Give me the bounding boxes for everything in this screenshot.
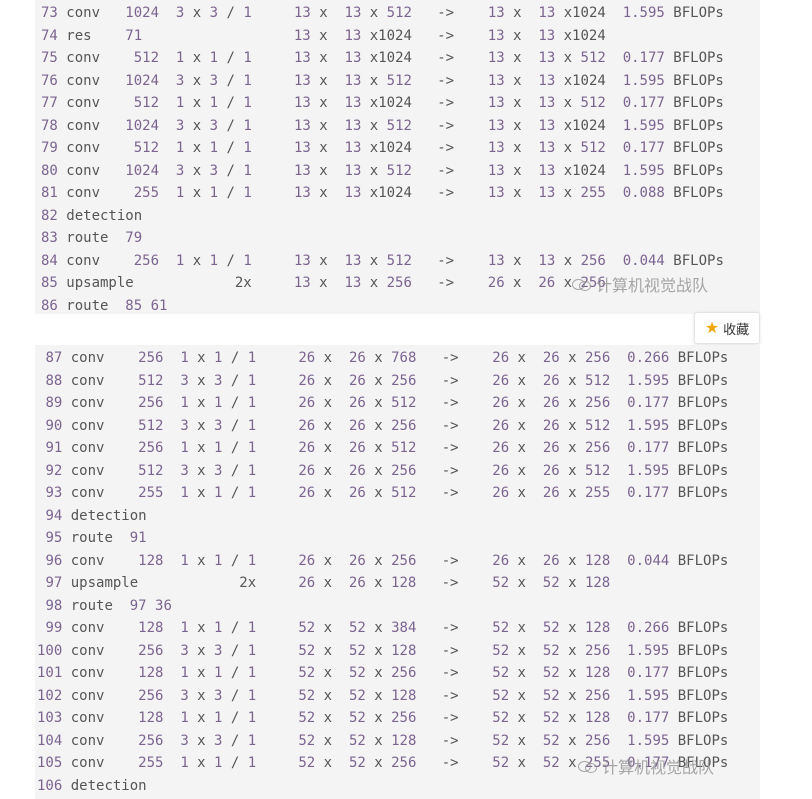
code-line: 102 conv 256 3 x 3 / 1 52 x 52 x 128 -> …: [37, 687, 729, 704]
code-line: 86 route 85 61: [41, 297, 168, 314]
code-line: 100 conv 256 3 x 3 / 1 52 x 52 x 128 -> …: [37, 642, 729, 659]
watermark: 计算机视觉战队: [572, 272, 708, 296]
code-line: 73 conv 1024 3 x 3 / 1 13 x 13 x 512 -> …: [41, 5, 724, 21]
watermark-text: 计算机视觉战队: [596, 276, 709, 295]
code-line: 78 conv 1024 3 x 3 / 1 13 x 13 x 512 -> …: [41, 117, 724, 134]
code-block-2: 87 conv 256 1 x 1 / 1 26 x 26 x 768 -> 2…: [35, 345, 760, 799]
code-line: 85 upsample 2x 13 x 13 x 256 -> 26 x 26 …: [41, 275, 606, 291]
code-line: 91 conv 256 1 x 1 / 1 26 x 26 x 512 -> 2…: [45, 440, 729, 456]
code-line: 75 conv 512 1 x 1 / 1 13 x 13 x1024 -> 1…: [41, 50, 724, 66]
wechat-icon: [578, 759, 598, 773]
code-line: 95 route 91: [45, 530, 147, 546]
code-line: 80 conv 1024 3 x 3 / 1 13 x 13 x 512 -> …: [41, 162, 724, 179]
watermark-text: 计算机视觉战队: [602, 758, 715, 777]
favorite-label: 收藏: [723, 322, 750, 338]
code-line: 96 conv 128 1 x 1 / 1 26 x 26 x 256 -> 2…: [45, 552, 729, 569]
code-line: 84 conv 256 1 x 1 / 1 13 x 13 x 512 -> 1…: [41, 252, 724, 269]
code-line: 99 conv 128 1 x 1 / 1 52 x 52 x 384 -> 5…: [45, 620, 729, 636]
code-line: 89 conv 256 1 x 1 / 1 26 x 26 x 512 -> 2…: [45, 395, 729, 411]
code-line: 90 conv 512 3 x 3 / 1 26 x 26 x 256 -> 2…: [45, 417, 729, 434]
code-line: 104 conv 256 3 x 3 / 1 52 x 52 x 128 -> …: [37, 732, 729, 749]
code-line: 98 route 97 36: [45, 597, 172, 614]
code-line: 103 conv 128 1 x 1 / 1 52 x 52 x 256 -> …: [37, 710, 729, 726]
code-line: 83 route 79: [41, 230, 143, 246]
code-block-1: 73 conv 1024 3 x 3 / 1 13 x 13 x 512 -> …: [35, 0, 760, 314]
wechat-icon: [572, 277, 592, 291]
code-line: 97 upsample 2x 26 x 26 x 128 -> 52 x 52 …: [45, 575, 611, 591]
star-icon: ★: [704, 318, 720, 337]
code-line: 92 conv 512 3 x 3 / 1 26 x 26 x 256 -> 2…: [45, 462, 729, 479]
code-line: 76 conv 1024 3 x 3 / 1 13 x 13 x 512 -> …: [41, 72, 724, 89]
code-line: 94 detection: [45, 507, 147, 524]
code-line: 77 conv 512 1 x 1 / 1 13 x 13 x1024 -> 1…: [41, 95, 724, 111]
code-line: 88 conv 512 3 x 3 / 1 26 x 26 x 256 -> 2…: [45, 372, 729, 389]
code-line: 82 detection: [41, 207, 143, 224]
code-line: 87 conv 256 1 x 1 / 1 26 x 26 x 768 -> 2…: [45, 350, 729, 366]
code-line: 74 res 71 13 x 13 x1024 -> 13 x 13 x1024: [41, 27, 606, 44]
code-line: 93 conv 255 1 x 1 / 1 26 x 26 x 512 -> 2…: [45, 485, 729, 501]
favorite-button[interactable]: ★ 收藏: [694, 312, 760, 344]
code-line: 79 conv 512 1 x 1 / 1 13 x 13 x1024 -> 1…: [41, 140, 724, 156]
code-line: 101 conv 128 1 x 1 / 1 52 x 52 x 256 -> …: [37, 665, 729, 681]
code-line: 106 detection: [37, 777, 147, 794]
watermark: 计算机视觉战队: [578, 754, 714, 778]
code-line: 105 conv 255 1 x 1 / 1 52 x 52 x 256 -> …: [37, 755, 729, 771]
code-line: 81 conv 255 1 x 1 / 1 13 x 13 x1024 -> 1…: [41, 185, 724, 201]
